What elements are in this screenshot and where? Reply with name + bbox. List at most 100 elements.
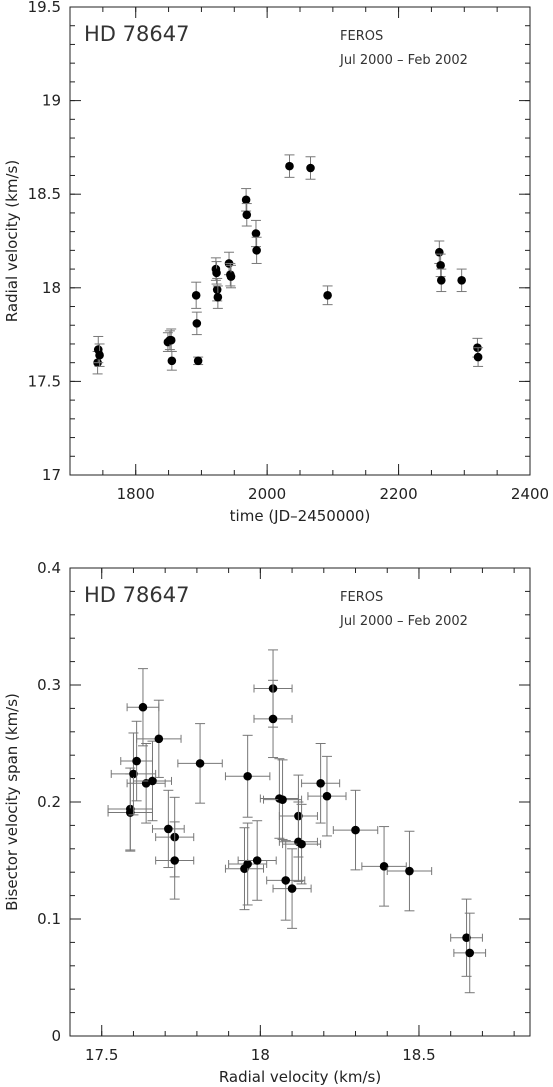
chart-title: HD 78647 (84, 22, 189, 46)
data-point (94, 343, 105, 367)
data-marker (129, 769, 138, 779)
data-marker (95, 350, 104, 360)
data-marker (379, 862, 389, 871)
data-point (307, 755, 347, 837)
data-point (93, 335, 104, 364)
data-point (191, 311, 202, 336)
data-point (305, 156, 316, 180)
data-point (436, 268, 447, 293)
data-marker (132, 756, 141, 766)
y-tick-label: 0.2 (37, 793, 61, 811)
x-axis-label: Radial velocity (km/s) (219, 1068, 381, 1086)
data-marker (164, 824, 173, 834)
y-tick-label: 0.1 (37, 910, 61, 928)
data-marker (193, 356, 203, 366)
x-tick-label: 2000 (248, 485, 286, 503)
data-point (453, 912, 487, 994)
data-marker (268, 714, 278, 724)
data-point (386, 830, 433, 912)
x-tick-label: 2200 (379, 485, 417, 503)
data-marker (436, 276, 446, 285)
data-point (237, 820, 277, 901)
data-point (224, 827, 265, 911)
data-marker (285, 161, 294, 171)
data-point (241, 188, 252, 212)
data-marker (435, 247, 444, 257)
data-point (250, 219, 261, 248)
data-marker (297, 839, 306, 849)
data-point (266, 840, 306, 921)
plot-frame (69, 6, 531, 476)
y-tick-label: 17 (42, 466, 61, 484)
data-marker (465, 948, 475, 958)
data-marker (462, 933, 471, 943)
data-marker (170, 856, 179, 865)
data-marker (436, 261, 445, 270)
data-marker (306, 163, 315, 173)
data-point (228, 822, 268, 906)
y-tick-label: 0 (51, 1027, 61, 1045)
data-point (226, 264, 236, 289)
data-point (224, 734, 271, 818)
data-marker (166, 335, 176, 345)
data-marker (351, 825, 360, 835)
data-point (332, 789, 379, 871)
data-marker (323, 290, 332, 300)
data-point (435, 253, 446, 278)
data-marker (148, 776, 157, 786)
x-tick-label: 2400 (511, 485, 549, 503)
y-tick-label: 18.5 (28, 185, 61, 203)
data-marker (251, 229, 261, 238)
annotation-instrument: FEROS (340, 29, 383, 44)
data-marker (316, 778, 325, 788)
data-marker (457, 276, 466, 285)
data-point (284, 154, 295, 178)
data-marker (192, 319, 202, 328)
data-marker (405, 866, 414, 876)
x-tick-label: 1800 (117, 485, 155, 503)
data-marker (281, 876, 291, 885)
data-point (211, 261, 222, 285)
data-marker (138, 702, 148, 712)
annotation-date-range: Jul 2000 – Feb 2002 (339, 614, 468, 629)
y-tick-label: 18 (42, 279, 61, 297)
data-point (272, 848, 312, 929)
data-points (92, 154, 484, 375)
data-point (253, 679, 293, 759)
data-marker (154, 734, 164, 744)
data-marker (243, 859, 252, 869)
data-marker (243, 771, 252, 781)
x-axis-label: time (JD–2450000) (230, 507, 371, 525)
y-tick-label: 17.5 (28, 372, 61, 390)
x-tick-label: 18 (251, 1046, 270, 1064)
tick-labels: 17.5 18 18.5 0 0.1 0.2 0.3 0.4 (37, 559, 436, 1064)
chart-title: HD 78647 (84, 583, 189, 607)
tick-labels: 1800 2000 2200 2400 17 17.5 18 18.5 19 19.5 (28, 0, 550, 503)
bisector-rv-panel: 17.5 18 18.5 0 0.1 0.2 0.3 0.4 HD 78647 FEROS J… (3, 559, 531, 1086)
data-point (473, 347, 484, 367)
data-marker (241, 195, 251, 205)
data-point (212, 285, 223, 309)
data-point (132, 740, 173, 822)
data-marker (252, 246, 261, 255)
data-point (166, 350, 177, 371)
data-point (282, 803, 322, 885)
data-point (136, 699, 182, 778)
data-point (151, 789, 185, 869)
annotation-date-range: Jul 2000 – Feb 2002 (339, 53, 468, 68)
data-marker (473, 352, 483, 362)
y-axis-label: Bisector velocity span (km/s) (3, 693, 21, 911)
data-point (120, 720, 153, 802)
data-point (322, 285, 333, 306)
data-point (241, 203, 252, 227)
axis-ticks (69, 6, 531, 476)
data-marker (252, 856, 262, 865)
y-tick-label: 19.5 (28, 0, 61, 16)
data-point (126, 668, 160, 747)
data-point (434, 240, 445, 264)
data-marker (226, 272, 236, 281)
data-point (177, 723, 223, 804)
annotation-instrument: FEROS (340, 590, 383, 605)
x-tick-label: 18.5 (402, 1046, 435, 1064)
